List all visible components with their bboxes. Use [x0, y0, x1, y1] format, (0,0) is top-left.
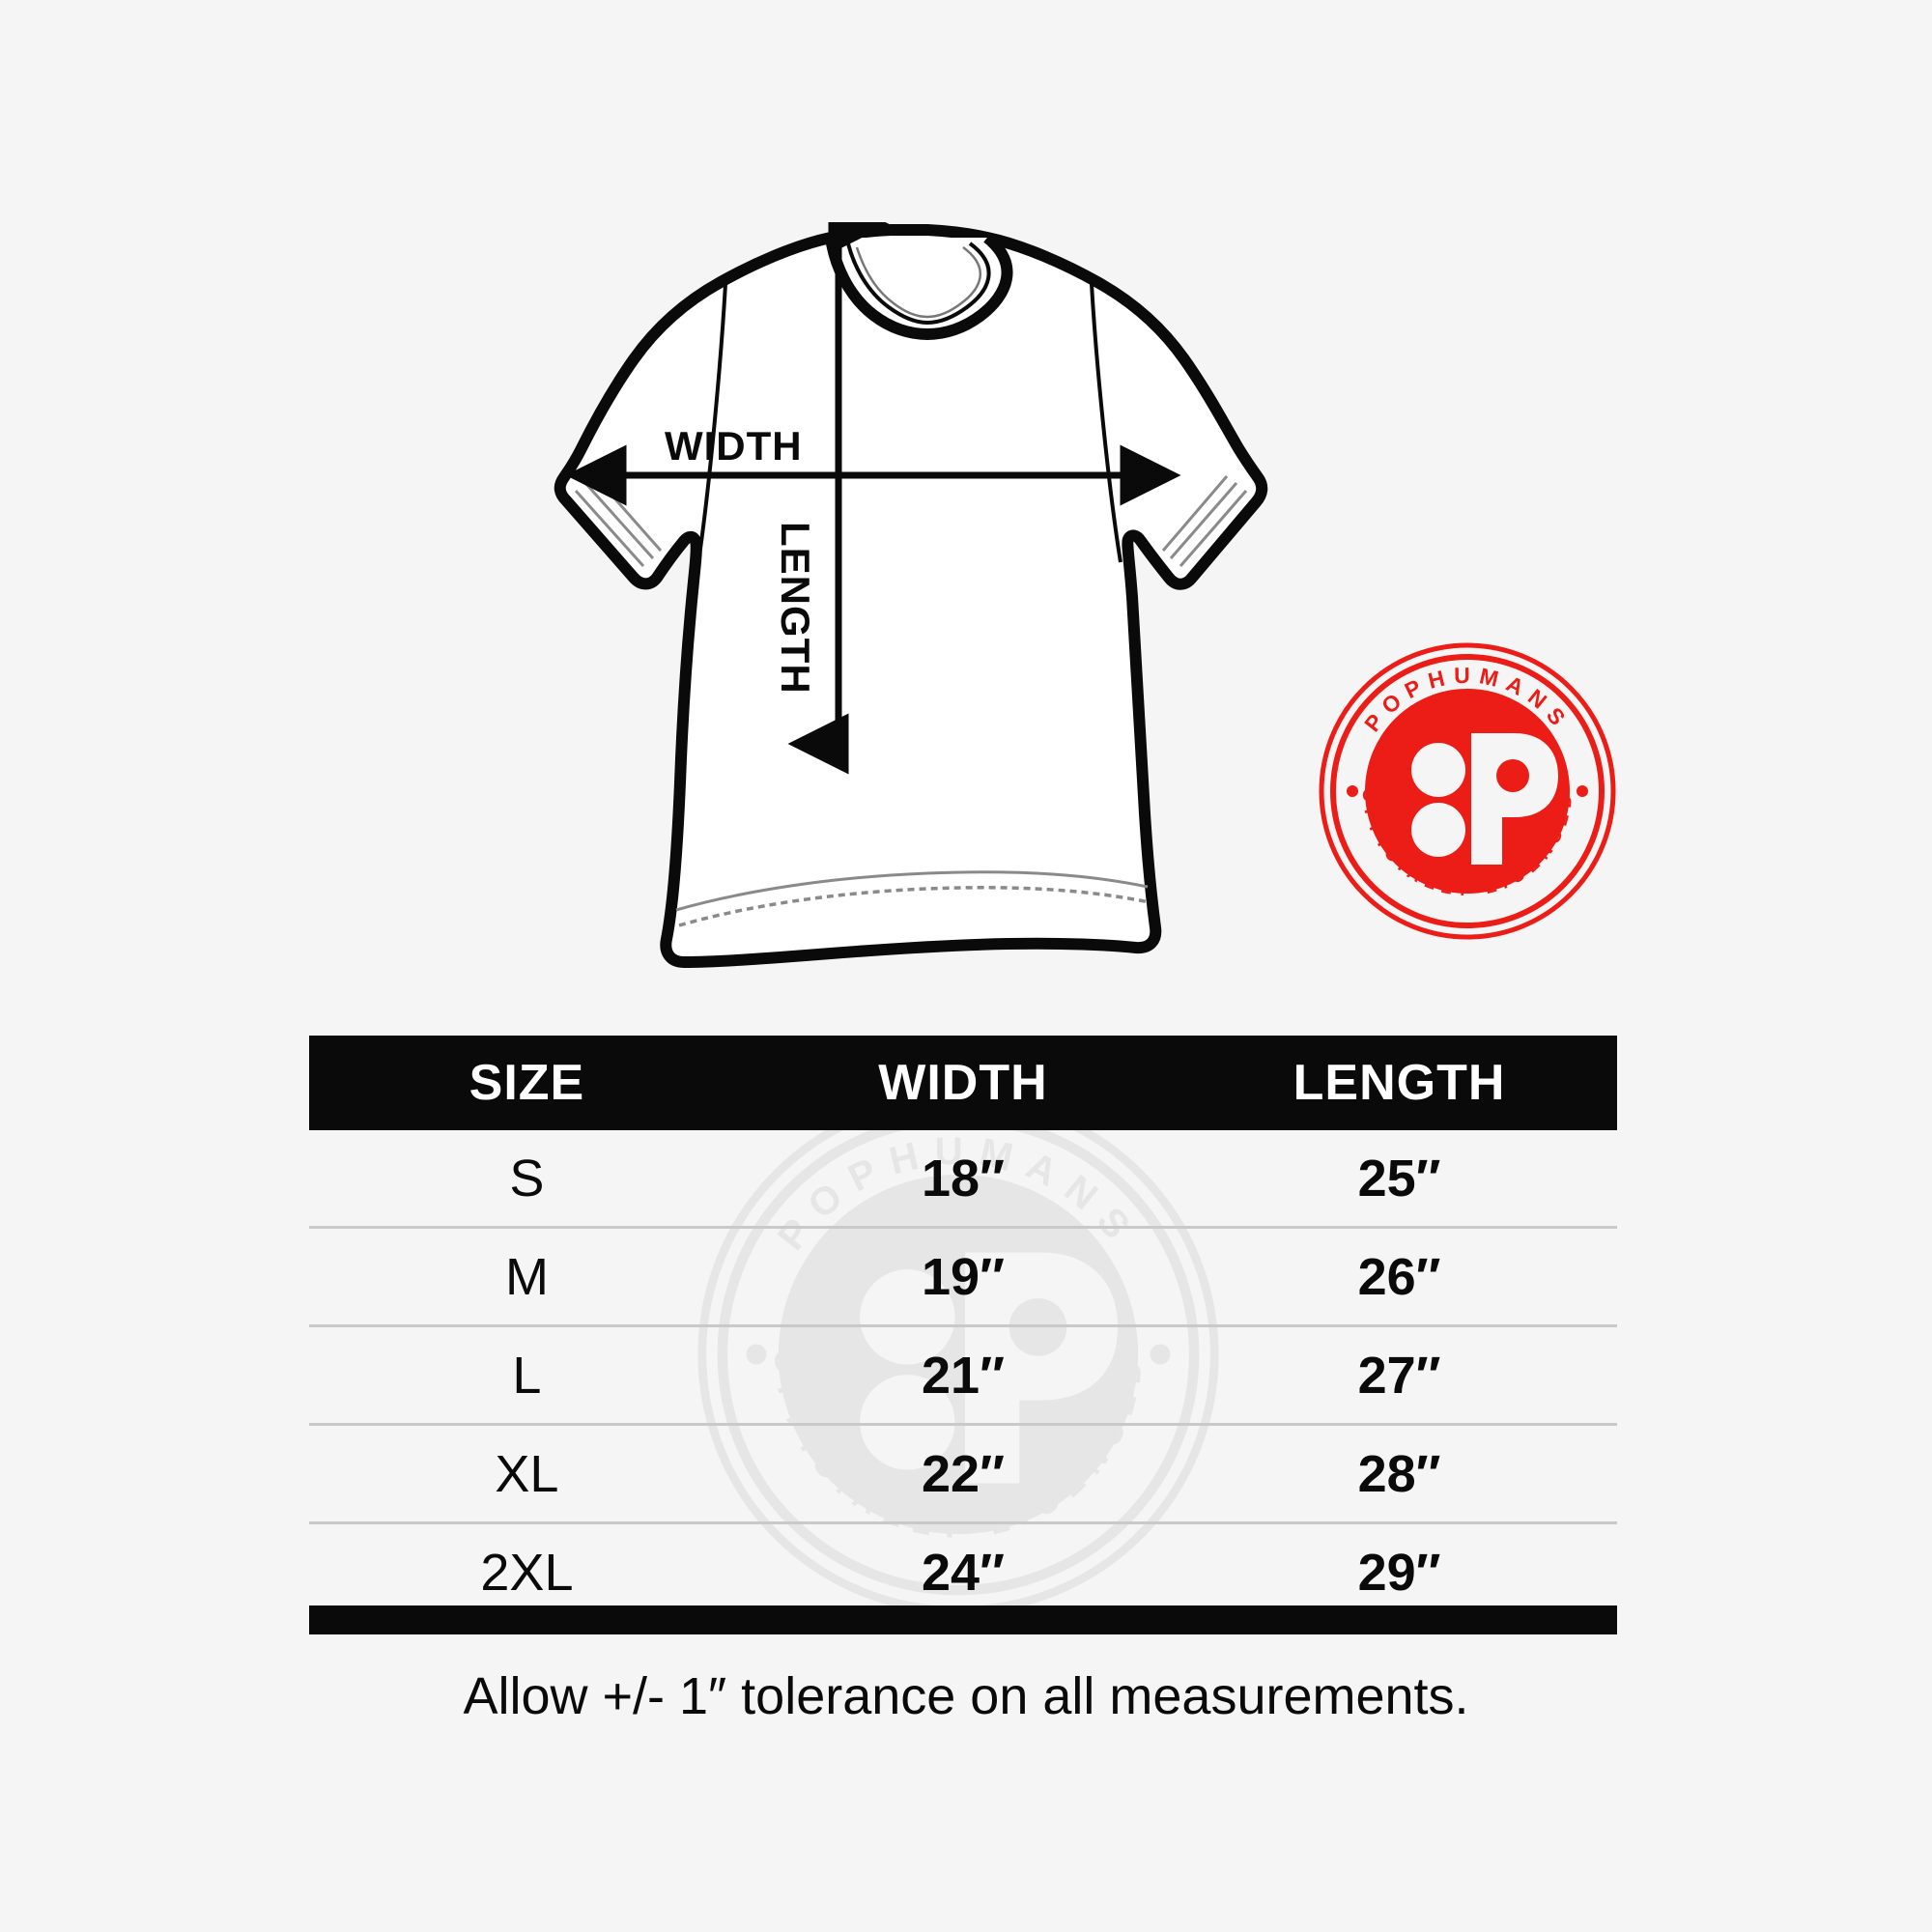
table-header-row: SIZE WIDTH LENGTH [309, 1036, 1617, 1130]
cell-length: 28″ [1357, 1444, 1441, 1503]
badge-inner-ring [1330, 654, 1605, 928]
cell-length: 25″ [1357, 1149, 1441, 1208]
size-table: SIZE WIDTH LENGTH S 18″ 25″ M 19″ 26″ L … [309, 1036, 1617, 1620]
cell-size: 2XL [480, 1543, 574, 1602]
cell-length: 29″ [1357, 1543, 1441, 1602]
table-bottom-bar [309, 1605, 1617, 1634]
cell-width: 19″ [922, 1247, 1005, 1306]
cell-length: 26″ [1357, 1247, 1441, 1306]
table-row: L 21″ 27″ [309, 1327, 1617, 1426]
width-measure-label: WIDTH [665, 423, 803, 469]
cell-size: S [509, 1149, 545, 1208]
cell-width: 22″ [922, 1444, 1005, 1503]
measurement-arrows [565, 222, 1181, 775]
cell-width: 24″ [922, 1543, 1005, 1602]
table-row: 2XL 24″ 29″ [309, 1524, 1617, 1620]
tshirt-sleeve-hems [574, 475, 1248, 568]
tshirt-shoulder-seams [696, 283, 1122, 563]
badge-dot-right [1577, 785, 1588, 797]
cell-width: 18″ [922, 1149, 1005, 1208]
table-row: XL 22″ 28″ [309, 1426, 1617, 1524]
badge-outer-ring [1319, 642, 1616, 940]
length-measure-label: LENGTH [773, 522, 818, 695]
tshirt-bottom-hem [675, 870, 1151, 927]
cell-width: 21″ [922, 1346, 1005, 1405]
badge-dot-left [1347, 785, 1358, 797]
cell-length: 27″ [1357, 1346, 1441, 1405]
cell-size: XL [495, 1444, 559, 1503]
table-row: M 19″ 26″ [309, 1229, 1617, 1327]
tshirt-illustration [541, 222, 1275, 985]
column-header-size: SIZE [469, 1055, 585, 1111]
cell-size: L [512, 1346, 542, 1405]
table-row: S 18″ 25″ [309, 1130, 1617, 1229]
column-header-width: WIDTH [878, 1055, 1048, 1111]
badge-core-disc [1365, 689, 1570, 894]
cell-size: M [504, 1247, 549, 1306]
pophumans-official-badge: POPHUMANS OFFICIALLY LICENSED [1317, 640, 1618, 942]
column-header-length: LENGTH [1293, 1055, 1506, 1111]
tolerance-footnote: Allow +/- 1″ tolerance on all measuremen… [463, 1667, 1469, 1725]
